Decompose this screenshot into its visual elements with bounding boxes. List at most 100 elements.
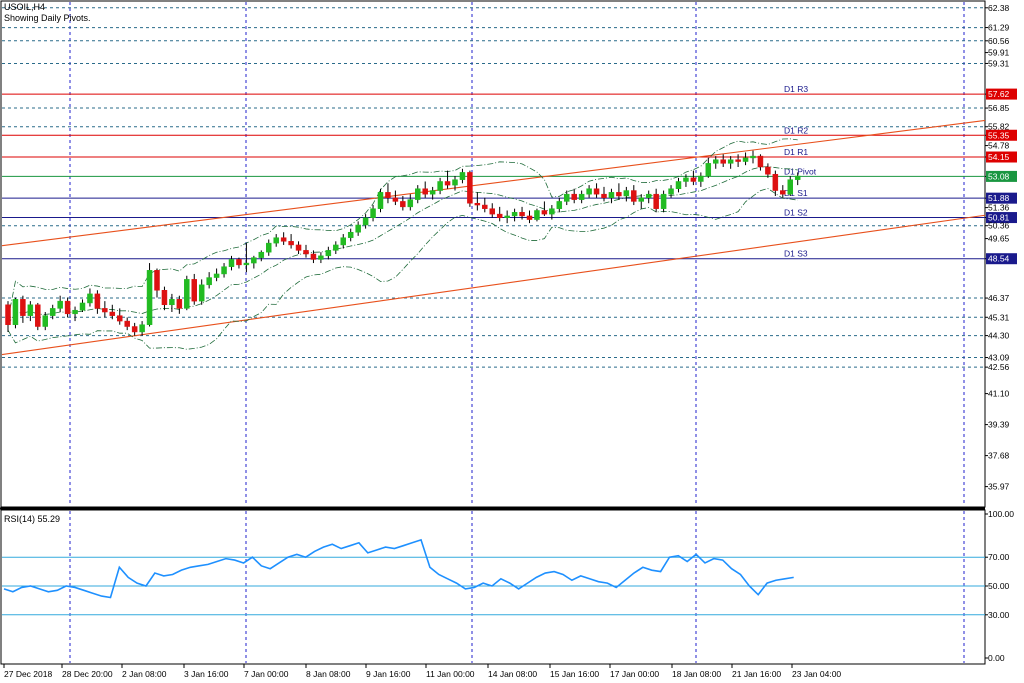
rsi-axis-label: 0.00 — [988, 653, 1005, 663]
candle-bullish — [258, 251, 265, 258]
candle-bullish — [787, 179, 793, 195]
candle-bullish — [228, 259, 235, 267]
price-badge-label: 51.88 — [988, 193, 1010, 203]
x-axis-label: 27 Dec 2018 — [4, 669, 52, 679]
x-axis-label: 7 Jan 00:00 — [244, 669, 289, 679]
rsi-plot-frame — [0, 509, 986, 665]
candle-bullish — [794, 175, 801, 180]
candle-bullish — [660, 193, 667, 209]
pivot-label: D1 R3 — [784, 84, 808, 94]
candle-bearish — [176, 299, 183, 309]
candle-bullish — [742, 157, 749, 162]
candle-bullish — [146, 270, 153, 325]
candle-bearish — [765, 166, 771, 175]
y-axis-label: 55.82 — [988, 122, 1010, 132]
candle-bullish — [243, 262, 250, 266]
candle-bearish — [519, 212, 525, 217]
price-badge-label: 50.81 — [988, 213, 1010, 223]
y-axis-label: 41.10 — [988, 389, 1010, 399]
y-axis-label: 37.68 — [988, 451, 1010, 461]
y-axis-label: 39.39 — [988, 420, 1010, 430]
x-axis-label: 28 Dec 20:00 — [62, 669, 113, 679]
candle-bullish — [668, 188, 674, 195]
candle-bearish — [288, 241, 294, 246]
candle-bearish — [720, 159, 726, 164]
candle-bullish — [49, 308, 56, 316]
candle-bearish — [631, 190, 637, 202]
candle-bullish — [333, 244, 339, 251]
candle-bullish — [213, 273, 220, 278]
symbol-label: USOIL,H4 — [4, 2, 46, 12]
price-badge-label: 48.54 — [988, 254, 1010, 264]
pivot-label: D1 R1 — [784, 147, 808, 157]
candle-bearish — [526, 215, 533, 220]
candle-bullish — [556, 201, 563, 209]
candle-bullish — [27, 304, 34, 316]
x-axis-label: 15 Jan 16:00 — [550, 669, 599, 679]
candle-bullish — [429, 190, 436, 195]
candle-bearish — [280, 237, 287, 242]
envelope-upper — [7, 138, 798, 320]
candle-bearish — [191, 279, 197, 302]
candle-bearish — [303, 250, 309, 255]
x-axis-label: 18 Jan 08:00 — [672, 669, 721, 679]
candle-bullish — [72, 309, 78, 315]
candle-bullish — [198, 284, 205, 302]
candle-bullish — [169, 299, 175, 306]
x-axis-label: 2 Jan 08:00 — [122, 669, 167, 679]
y-axis-label: 59.91 — [988, 48, 1010, 58]
candle-bullish — [578, 193, 585, 200]
channel-upper-line — [1, 119, 986, 247]
y-axis-label: 62.38 — [988, 3, 1010, 13]
candle-bearish — [94, 293, 101, 309]
price-badge-label: 55.35 — [988, 130, 1010, 140]
candle-bearish — [772, 173, 779, 191]
candle-bullish — [608, 192, 615, 199]
candle-bullish — [638, 197, 644, 202]
candle-bearish — [496, 213, 503, 218]
candle-bullish — [12, 299, 19, 325]
price-badge — [986, 192, 1017, 204]
candle-bearish — [310, 253, 317, 260]
candle-bearish — [653, 193, 659, 209]
candle-bearish — [5, 304, 11, 325]
pivot-subtitle: Showing Daily Pivots. — [4, 13, 91, 23]
candle-bearish — [131, 326, 138, 333]
x-axis-label: 14 Jan 08:00 — [488, 669, 537, 679]
y-axis-label: 61.29 — [988, 23, 1010, 33]
candle-bullish — [683, 177, 689, 182]
price-badge — [986, 253, 1017, 265]
candle-bearish — [757, 155, 764, 168]
candle-bullish — [377, 192, 384, 209]
candle-bullish — [437, 181, 443, 191]
rsi-axis-label: 30.00 — [988, 610, 1010, 620]
candle-bullish — [750, 155, 756, 159]
price-badge — [986, 151, 1017, 163]
price-badge-label: 53.08 — [988, 171, 1010, 181]
candle-bullish — [273, 237, 279, 244]
candle-bearish — [124, 320, 130, 327]
candle-bullish — [586, 188, 592, 195]
candle-bullish — [362, 217, 369, 226]
candle-bullish — [318, 255, 324, 260]
candle-bullish — [504, 215, 510, 218]
envelope-lower — [7, 188, 798, 350]
candle-bearish — [422, 188, 428, 195]
pivot-label: D1 S3 — [784, 249, 808, 259]
candle-bullish — [713, 159, 719, 164]
price-badge — [986, 170, 1017, 182]
candle-bullish — [340, 237, 346, 246]
candle-bearish — [400, 201, 406, 208]
candle-bearish — [616, 192, 622, 197]
candle-bullish — [42, 315, 48, 327]
y-axis-label: 35.97 — [988, 482, 1010, 492]
candle-bullish — [370, 208, 376, 218]
y-axis-label: 49.65 — [988, 234, 1010, 244]
candle-bearish — [236, 259, 242, 266]
candle-bullish — [184, 279, 190, 309]
candle-bearish — [601, 193, 607, 199]
y-axis-label: 56.85 — [988, 103, 1010, 113]
candle-bearish — [392, 197, 399, 202]
candle-bullish — [221, 266, 227, 275]
candle-bearish — [482, 204, 488, 209]
